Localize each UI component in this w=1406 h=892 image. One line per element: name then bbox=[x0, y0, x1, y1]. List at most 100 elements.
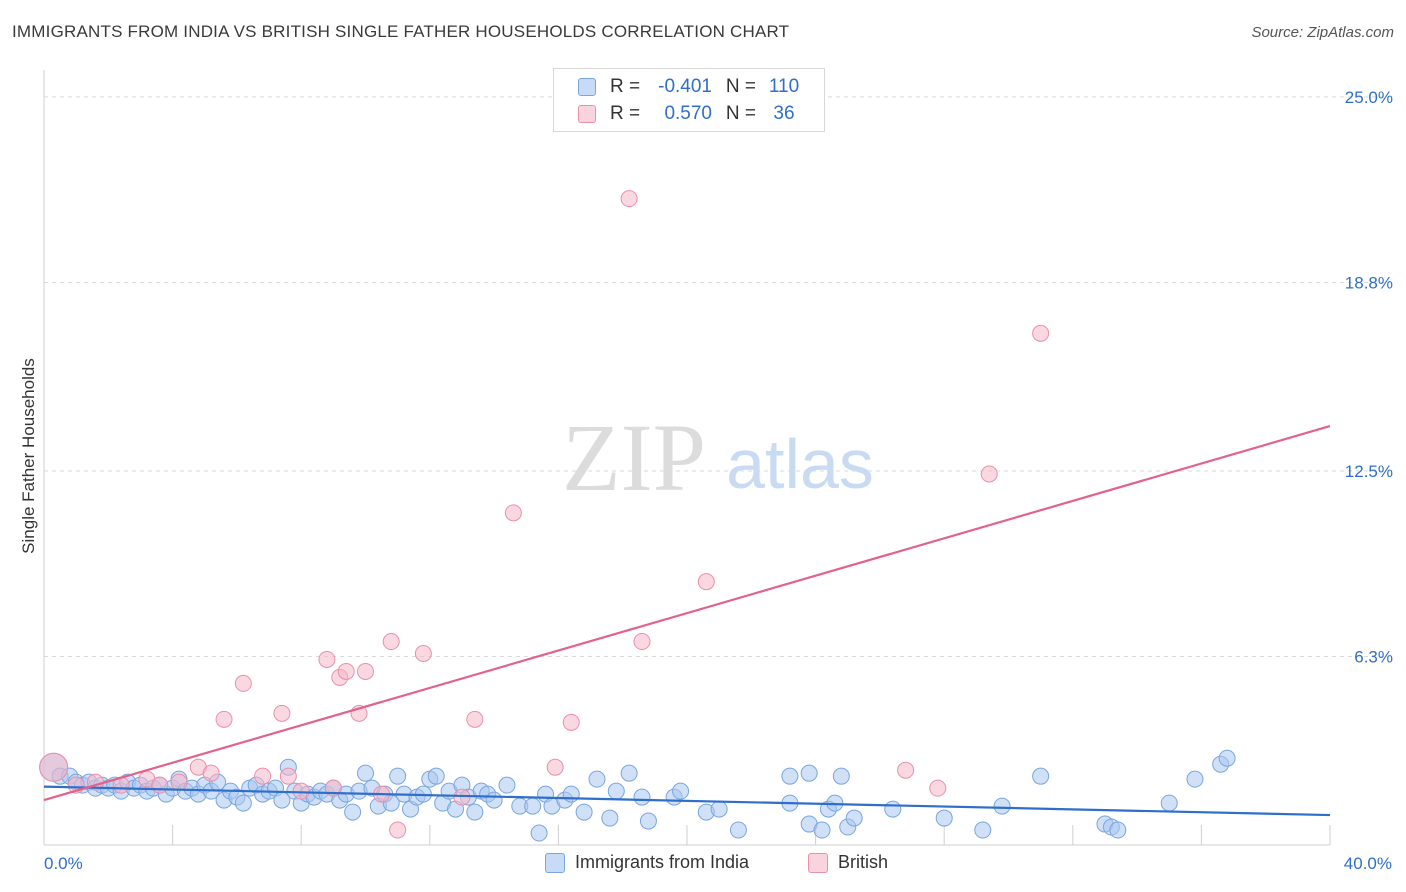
legend-n-value: 110 bbox=[768, 76, 800, 97]
tick-labels: 6.3% 12.5% 18.8% 25.0% 0.0% 40.0% bbox=[44, 88, 1393, 873]
legend-row-british: R = 0.570 N = 36 bbox=[578, 102, 812, 126]
data-point bbox=[710, 800, 728, 818]
data-point bbox=[389, 821, 407, 839]
legend-n-value: 36 bbox=[773, 103, 795, 124]
legend-n-label: N = bbox=[725, 76, 756, 97]
data-point bbox=[980, 465, 998, 483]
watermark-zip: ZIP bbox=[562, 404, 706, 511]
y-tick-label: 25.0% bbox=[1345, 88, 1393, 107]
data-point bbox=[337, 662, 355, 680]
data-point bbox=[546, 758, 564, 776]
chart-title: IMMIGRANTS FROM INDIA VS BRITISH SINGLE … bbox=[12, 22, 790, 41]
data-point bbox=[357, 662, 374, 680]
y-tick-label: 12.5% bbox=[1345, 462, 1393, 481]
data-point bbox=[414, 644, 432, 662]
data-point bbox=[1218, 749, 1236, 767]
data-point bbox=[633, 633, 651, 651]
data-point bbox=[601, 809, 619, 827]
data-point bbox=[639, 812, 657, 830]
trend-lines bbox=[43, 425, 1331, 817]
data-point bbox=[357, 764, 374, 782]
data-point bbox=[170, 773, 188, 791]
x-tick-label: 40.0% bbox=[1344, 854, 1392, 873]
data-point bbox=[607, 782, 625, 800]
y-tick-label: 6.3% bbox=[1354, 647, 1393, 666]
data-point bbox=[993, 797, 1011, 815]
legend-r-label: R = bbox=[610, 76, 641, 97]
data-point bbox=[562, 785, 580, 803]
data-point bbox=[530, 824, 548, 842]
data-point bbox=[562, 713, 580, 731]
legend-row-india: R = -0.401 N = 110 bbox=[578, 75, 812, 99]
data-point bbox=[215, 710, 233, 728]
data-point bbox=[620, 764, 638, 782]
data-point bbox=[729, 821, 747, 839]
data-point bbox=[974, 821, 992, 839]
data-point bbox=[935, 809, 953, 827]
data-point bbox=[504, 504, 522, 522]
series-immigrants-from-india bbox=[39, 749, 1236, 842]
data-point bbox=[498, 776, 516, 794]
data-point bbox=[234, 674, 252, 692]
legend-r-value: -0.401 bbox=[658, 76, 712, 97]
bottom-legend-label-india: Immigrants from India bbox=[575, 852, 750, 872]
data-point bbox=[832, 767, 850, 785]
legend-swatch-british bbox=[578, 105, 596, 123]
data-point bbox=[202, 764, 220, 782]
data-point bbox=[845, 809, 863, 827]
gridlines bbox=[44, 96, 1390, 657]
data-point bbox=[382, 633, 400, 651]
data-point bbox=[318, 650, 336, 668]
bottom-legend-label-british: British bbox=[838, 852, 889, 872]
y-axis-label: Single Father Households bbox=[19, 358, 38, 554]
watermark-atlas: atlas bbox=[726, 425, 874, 503]
bottom-legend-swatch-india bbox=[545, 852, 565, 873]
data-point bbox=[485, 791, 503, 809]
data-point bbox=[897, 761, 915, 779]
legend-r-label: R = bbox=[610, 103, 641, 124]
data-point bbox=[1160, 794, 1178, 812]
data-point bbox=[800, 764, 818, 782]
data-point bbox=[1186, 770, 1204, 788]
bottom-legend-india: Immigrants from India bbox=[545, 852, 749, 873]
data-point bbox=[884, 800, 902, 818]
data-point bbox=[279, 767, 297, 785]
data-point bbox=[466, 803, 484, 821]
data-point bbox=[588, 770, 606, 788]
data-point bbox=[453, 788, 471, 806]
axes bbox=[43, 70, 1331, 846]
data-point bbox=[672, 782, 690, 800]
x-tick-label: 0.0% bbox=[44, 854, 83, 873]
data-point bbox=[524, 797, 542, 815]
data-point bbox=[151, 776, 169, 794]
data-point bbox=[620, 190, 638, 208]
data-point bbox=[234, 794, 252, 812]
data-point bbox=[39, 752, 69, 782]
data-point bbox=[929, 779, 947, 797]
data-point bbox=[575, 803, 593, 821]
legend-n-label: N = bbox=[725, 103, 756, 124]
data-point bbox=[466, 710, 484, 728]
legend-r-value: 0.570 bbox=[664, 103, 712, 124]
data-point bbox=[697, 573, 715, 591]
trend-line-british bbox=[43, 425, 1331, 802]
data-point bbox=[427, 767, 445, 785]
bottom-legend-swatch-british bbox=[808, 852, 828, 873]
data-point bbox=[389, 767, 407, 785]
legend-swatch-india bbox=[578, 78, 596, 96]
data-point bbox=[781, 767, 799, 785]
bottom-legend-british: British bbox=[808, 852, 888, 873]
series-british bbox=[39, 190, 1050, 839]
data-point bbox=[813, 821, 831, 839]
data-point bbox=[344, 803, 362, 821]
data-point bbox=[633, 788, 651, 806]
data-point bbox=[1032, 767, 1050, 785]
source-credit: Source: ZipAtlas.com bbox=[1251, 24, 1394, 41]
data-point bbox=[1032, 324, 1050, 342]
trend-line-india bbox=[43, 785, 1331, 817]
data-point bbox=[1109, 821, 1127, 839]
correlation-legend: R = -0.401 N = 110 R = 0.570 N = 36 bbox=[553, 68, 825, 132]
y-tick-label: 18.8% bbox=[1345, 273, 1393, 292]
data-point bbox=[273, 704, 291, 722]
